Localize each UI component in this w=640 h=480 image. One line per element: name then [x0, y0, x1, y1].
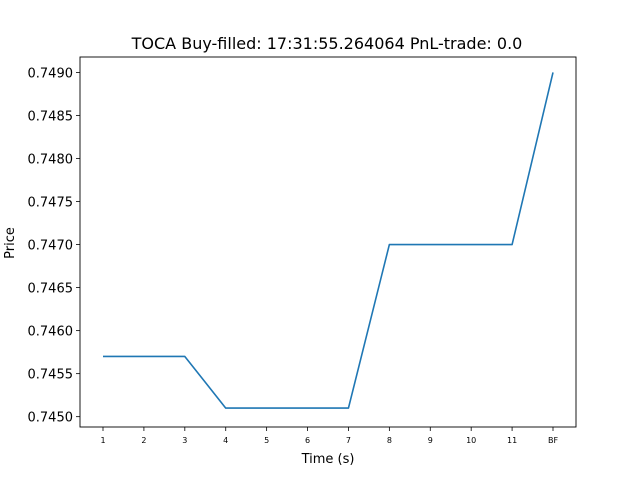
y-tick-label: 0.7465	[28, 282, 74, 297]
x-tick-label: 1	[100, 436, 105, 445]
y-tick-label: 0.7475	[28, 196, 74, 211]
y-axis-label: Price	[3, 227, 18, 259]
x-tick-label: 9	[428, 436, 433, 445]
y-tick-label: 0.7485	[28, 110, 74, 125]
x-tick-label: 6	[305, 436, 310, 445]
x-tick-label: 2	[141, 436, 146, 445]
series-layer	[103, 72, 554, 409]
x-tick-label: 3	[182, 436, 187, 445]
plot-frame	[79, 56, 577, 428]
x-tick-label: 5	[264, 436, 269, 445]
x-axis: 1 2 3 4 5 6 7 8 9 10 11 BF	[100, 427, 558, 445]
x-tick-label: 10	[466, 436, 476, 445]
y-tick-label: 0.7470	[28, 239, 74, 254]
y-tick-label: 0.7450	[28, 411, 74, 426]
x-tick-label: 11	[507, 436, 517, 445]
y-tick-label: 0.7480	[28, 153, 74, 168]
price-series-line	[103, 72, 554, 409]
y-axis: 0.7450 0.7455 0.7460 0.7465 0.7470 0.7475 0.74…	[28, 66, 80, 426]
x-axis-label: Time (s)	[301, 452, 355, 467]
x-tick-label: 7	[346, 436, 351, 445]
x-tick-label: 4	[223, 436, 228, 445]
x-tick-label: 8	[387, 436, 392, 445]
y-tick-label: 0.7455	[28, 368, 74, 383]
x-tick-label: BF	[548, 436, 558, 445]
y-tick-label: 0.7490	[28, 66, 74, 81]
y-tick-label: 0.7460	[28, 325, 74, 340]
chart-title: TOCA Buy-filled: 17:31:55.264064 PnL-tra…	[131, 34, 523, 53]
